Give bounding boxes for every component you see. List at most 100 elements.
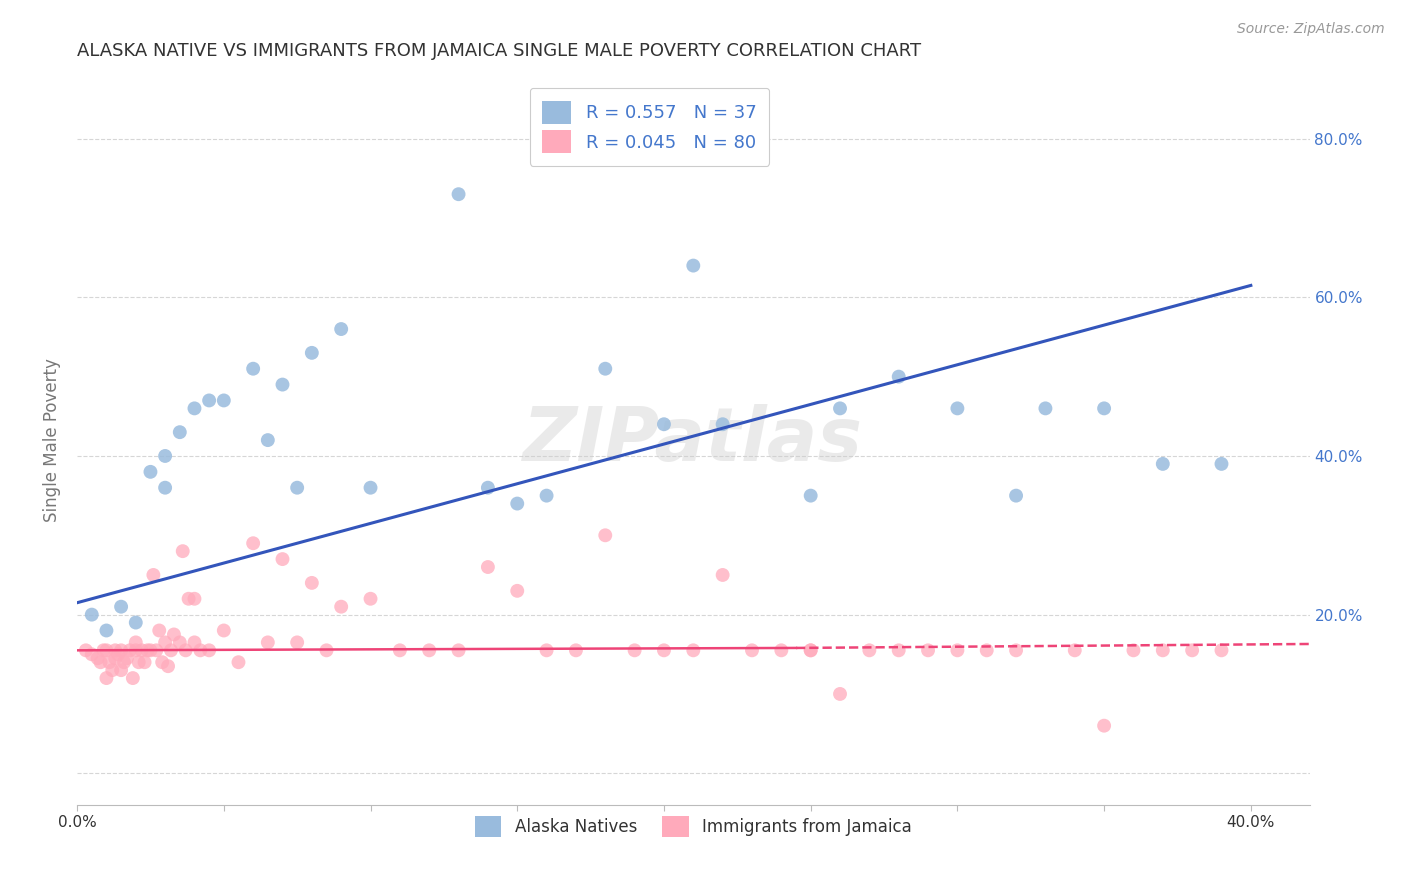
Point bbox=[90, 655, 112, 669]
Point bbox=[110, 599, 132, 614]
Point bbox=[75, 643, 97, 657]
Point bbox=[976, 643, 998, 657]
Point bbox=[360, 481, 382, 495]
Point bbox=[682, 259, 704, 273]
Point bbox=[623, 643, 645, 657]
Point bbox=[447, 643, 470, 657]
Legend: Alaska Natives, Immigrants from Jamaica: Alaska Natives, Immigrants from Jamaica bbox=[468, 809, 918, 844]
Point bbox=[98, 655, 121, 669]
Point bbox=[1092, 401, 1115, 416]
Point bbox=[800, 489, 823, 503]
Point bbox=[800, 643, 823, 657]
Point bbox=[169, 635, 191, 649]
Point bbox=[828, 401, 851, 416]
Point bbox=[1181, 643, 1204, 657]
Point bbox=[163, 627, 186, 641]
Point bbox=[741, 643, 763, 657]
Point bbox=[506, 583, 529, 598]
Point bbox=[946, 401, 969, 416]
Point bbox=[652, 417, 675, 432]
Point bbox=[110, 663, 132, 677]
Point bbox=[330, 599, 353, 614]
Point bbox=[121, 671, 143, 685]
Point bbox=[330, 322, 353, 336]
Point bbox=[125, 615, 148, 630]
Point bbox=[153, 481, 176, 495]
Point bbox=[115, 651, 138, 665]
Point bbox=[125, 635, 148, 649]
Point bbox=[198, 643, 221, 657]
Point bbox=[148, 624, 170, 638]
Point bbox=[256, 635, 278, 649]
Point bbox=[139, 465, 162, 479]
Point bbox=[212, 624, 235, 638]
Point bbox=[301, 346, 323, 360]
Text: ALASKA NATIVE VS IMMIGRANTS FROM JAMAICA SINGLE MALE POVERTY CORRELATION CHART: ALASKA NATIVE VS IMMIGRANTS FROM JAMAICA… bbox=[77, 42, 921, 60]
Point bbox=[110, 643, 132, 657]
Point bbox=[104, 643, 127, 657]
Point bbox=[1005, 643, 1028, 657]
Point bbox=[198, 393, 221, 408]
Point bbox=[107, 648, 129, 662]
Point bbox=[228, 655, 250, 669]
Point bbox=[946, 643, 969, 657]
Point bbox=[93, 643, 115, 657]
Point bbox=[174, 643, 197, 657]
Point bbox=[112, 655, 135, 669]
Point bbox=[1092, 719, 1115, 733]
Point bbox=[593, 528, 616, 542]
Point bbox=[242, 536, 264, 550]
Point bbox=[104, 651, 127, 665]
Y-axis label: Single Male Poverty: Single Male Poverty bbox=[44, 359, 60, 522]
Point bbox=[418, 643, 440, 657]
Point bbox=[125, 643, 148, 657]
Point bbox=[360, 591, 382, 606]
Point bbox=[682, 643, 704, 657]
Point bbox=[593, 361, 616, 376]
Point bbox=[315, 643, 337, 657]
Point bbox=[1063, 643, 1085, 657]
Point bbox=[145, 643, 167, 657]
Point bbox=[101, 663, 124, 677]
Point bbox=[80, 648, 103, 662]
Point bbox=[242, 361, 264, 376]
Point bbox=[1152, 457, 1174, 471]
Point bbox=[711, 568, 734, 582]
Point bbox=[118, 643, 141, 657]
Point bbox=[285, 481, 308, 495]
Point bbox=[1122, 643, 1144, 657]
Point bbox=[128, 655, 150, 669]
Point bbox=[96, 671, 118, 685]
Point bbox=[183, 591, 205, 606]
Point bbox=[858, 643, 880, 657]
Point bbox=[96, 643, 118, 657]
Point bbox=[86, 651, 108, 665]
Point bbox=[301, 575, 323, 590]
Point bbox=[917, 643, 939, 657]
Point bbox=[153, 635, 176, 649]
Point bbox=[169, 425, 191, 439]
Point bbox=[1005, 489, 1028, 503]
Point bbox=[388, 643, 411, 657]
Point bbox=[887, 369, 910, 384]
Point bbox=[477, 481, 499, 495]
Point bbox=[212, 393, 235, 408]
Point bbox=[447, 187, 470, 202]
Point bbox=[711, 417, 734, 432]
Point bbox=[157, 659, 180, 673]
Text: Source: ZipAtlas.com: Source: ZipAtlas.com bbox=[1237, 22, 1385, 37]
Point bbox=[177, 591, 200, 606]
Point bbox=[183, 401, 205, 416]
Point bbox=[153, 449, 176, 463]
Point bbox=[1211, 643, 1233, 657]
Point bbox=[565, 643, 588, 657]
Point bbox=[477, 560, 499, 574]
Point bbox=[150, 655, 173, 669]
Point bbox=[183, 635, 205, 649]
Point bbox=[271, 552, 294, 566]
Point bbox=[800, 643, 823, 657]
Point bbox=[139, 643, 162, 657]
Text: ZIPatlas: ZIPatlas bbox=[523, 403, 863, 476]
Point bbox=[828, 687, 851, 701]
Point bbox=[1152, 643, 1174, 657]
